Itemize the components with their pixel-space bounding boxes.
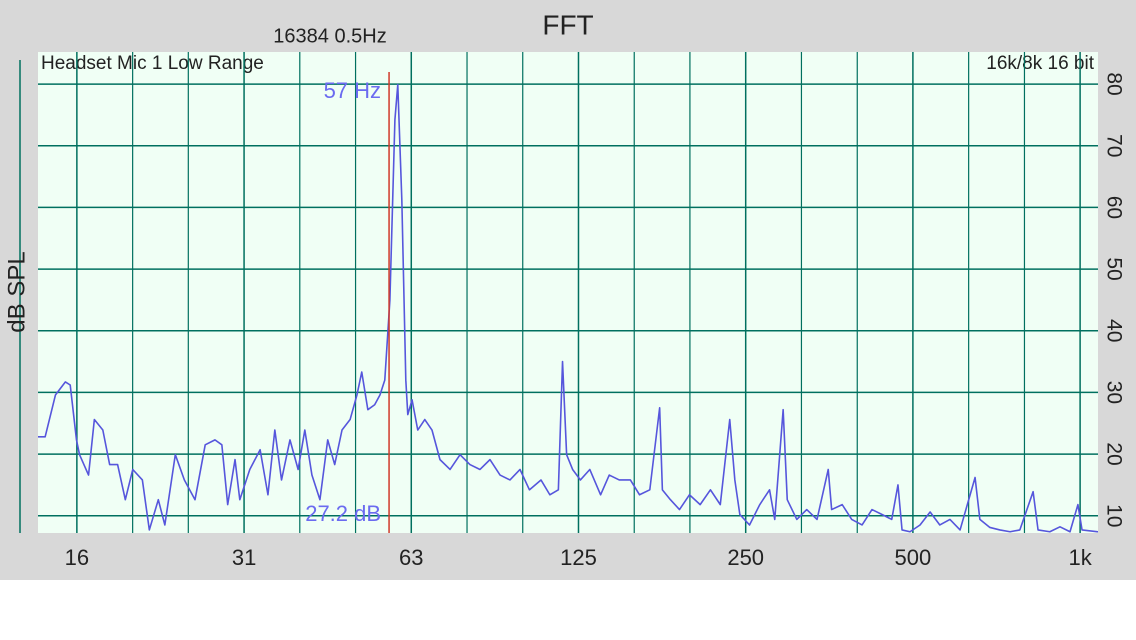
plot-layer: 10 20 30 40 50 60 70 80 16 31 63 125 250 500 1k 57 Hz 27… [38,52,1125,570]
x-tick-label: 16 [65,545,89,570]
y-tick-label: 40 [1102,319,1125,342]
line-series [38,83,1098,533]
x-tick-label: 125 [560,545,597,570]
cursor-value: 27.2 dB [305,501,381,526]
y-tick-label: 20 [1102,442,1125,465]
x-tick-label: 1k [1068,545,1092,570]
y-tick-label: 70 [1102,134,1125,157]
cursor-label: 57 Hz [324,78,381,103]
chart-subtitle: 16384 0.5Hz [273,25,386,47]
chart-title: FFT [542,9,593,40]
y-tick-label: 80 [1102,72,1125,95]
y-axis-label: dB SPL [3,251,30,332]
x-tick-label: 500 [895,545,932,570]
x-tick-label: 250 [727,545,764,570]
annotation: 16k/8k 16 bit [986,53,1094,74]
x-tick-label: 31 [232,545,256,570]
y-tick-label: 10 [1102,504,1125,527]
y-tick-label: 30 [1102,381,1125,404]
x-tick-label: 63 [399,545,423,570]
plot-area [38,52,1098,533]
y-tick-label: 60 [1102,196,1125,219]
y-tick-label: 50 [1102,257,1125,280]
annotation: Headset Mic 1 Low Range [41,53,264,74]
